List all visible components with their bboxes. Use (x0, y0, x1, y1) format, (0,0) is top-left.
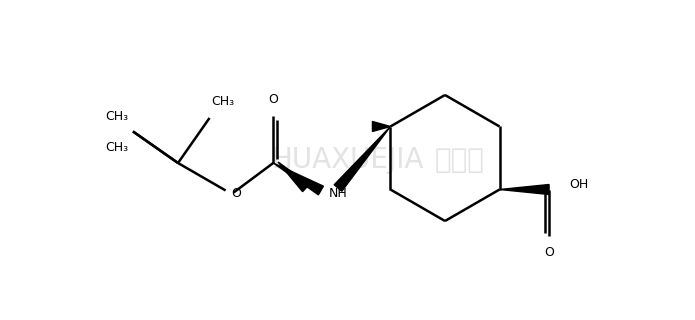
Text: 化学加: 化学加 (435, 146, 485, 174)
Polygon shape (273, 163, 323, 195)
Text: OH: OH (569, 178, 588, 191)
Text: O: O (268, 93, 278, 106)
Polygon shape (278, 162, 309, 192)
Text: O: O (231, 187, 241, 200)
Polygon shape (334, 126, 391, 191)
Polygon shape (373, 122, 391, 132)
Text: CH₃: CH₃ (105, 141, 128, 155)
Text: HUAXUEJIA: HUAXUEJIA (271, 146, 423, 174)
Text: CH₃: CH₃ (105, 110, 128, 124)
Polygon shape (500, 185, 549, 195)
Text: NH: NH (329, 187, 348, 200)
Text: O: O (544, 246, 554, 259)
Text: CH₃: CH₃ (211, 95, 235, 108)
